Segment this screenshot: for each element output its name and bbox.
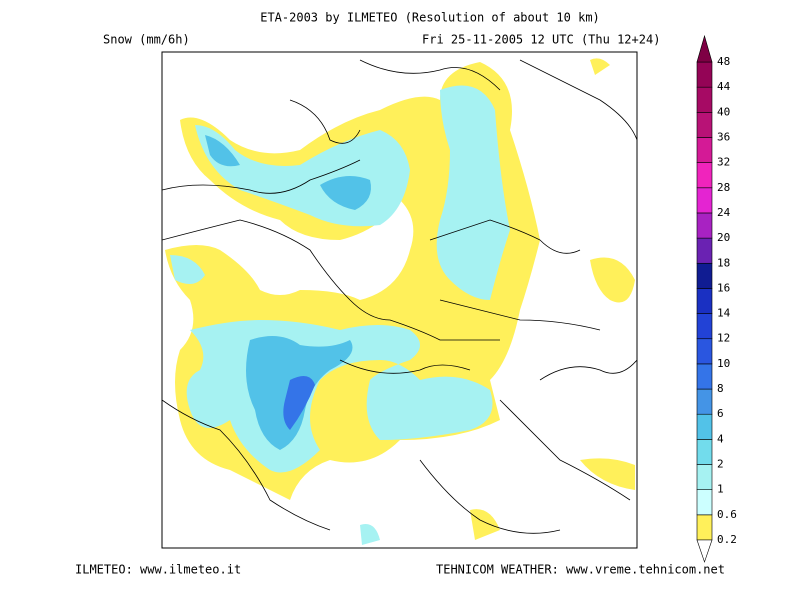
colorbar-label: 44	[717, 80, 731, 93]
footer-right: TEHNICOM WEATHER: www.vreme.tehnicom.net	[436, 563, 725, 577]
colorbar-segment	[696, 313, 713, 340]
map	[161, 51, 638, 549]
colorbar-label: 1	[717, 483, 724, 496]
colorbar-segment	[696, 262, 713, 289]
colorbar-bottom-triangle	[696, 539, 713, 563]
colorbar-segment	[696, 162, 713, 189]
colorbar-label: 0.2	[717, 533, 737, 546]
colorbar-label: 8	[717, 382, 724, 395]
colorbar-label: 32	[717, 156, 730, 169]
colorbar-label: 0.6	[717, 508, 737, 521]
colorbar-segment	[696, 514, 713, 541]
valid-time: Fri 25-11-2005 12 UTC (Thu 12+24)	[422, 33, 660, 47]
colorbar-label: 18	[717, 256, 730, 269]
colorbar-label: 36	[717, 130, 730, 143]
title: ETA-2003 by ILMETEO (Resolution of about…	[260, 11, 600, 25]
colorbar-label: 12	[717, 332, 730, 345]
colorbar-segment	[696, 388, 713, 415]
variable-label: Snow (mm/6h)	[103, 33, 190, 47]
colorbar-segment	[696, 439, 713, 465]
colorbar-label: 28	[717, 181, 730, 194]
colorbar-segment	[696, 288, 713, 314]
snow-area-intense	[283, 376, 315, 430]
colorbar-label: 6	[717, 407, 724, 420]
colorbar-segment	[696, 489, 713, 516]
colorbar-label: 40	[717, 105, 730, 118]
colorbar-label: 20	[717, 231, 730, 244]
footer-left: ILMETEO: www.ilmeteo.it	[75, 563, 241, 577]
colorbar-segment	[696, 464, 713, 490]
colorbar-segment	[696, 86, 713, 113]
colorbar-label: 48	[717, 55, 730, 68]
colorbar-label: 2	[717, 458, 724, 471]
borders	[162, 59, 637, 534]
colorbar-segment	[696, 212, 713, 239]
colorbar-label: 24	[717, 206, 731, 219]
colorbar-top-triangle	[696, 34, 713, 63]
colorbar-segment	[696, 413, 713, 440]
colorbar-segment	[696, 338, 713, 365]
colorbar-segment	[696, 61, 713, 88]
map-frame	[161, 51, 638, 549]
colorbar-segment	[696, 112, 713, 138]
colorbar-label: 10	[717, 357, 730, 370]
colorbar-label: 14	[717, 307, 731, 320]
colorbar-label: 16	[717, 281, 730, 294]
colorbar-segment	[696, 187, 713, 214]
colorbar-label: 4	[717, 432, 724, 445]
colorbar-segment	[696, 237, 713, 264]
colorbar-segment	[696, 363, 713, 390]
colorbar-segment	[696, 137, 713, 163]
